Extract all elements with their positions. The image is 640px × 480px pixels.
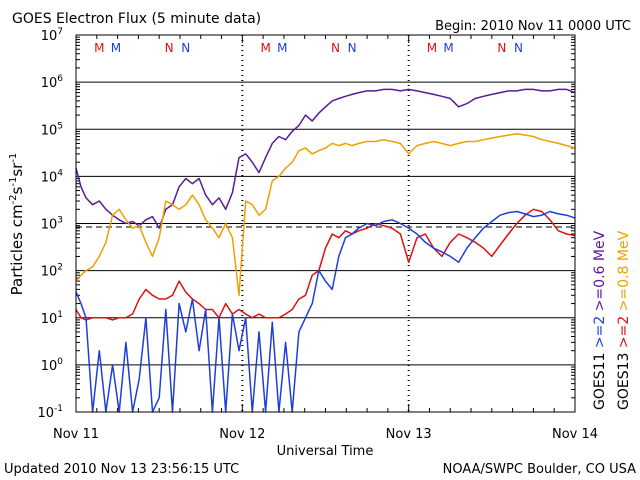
x-tick-label: Nov 12 <box>219 427 265 442</box>
legend-entry: GOES11 <box>592 353 608 410</box>
ylabel-mid1: s <box>8 186 26 194</box>
marker-label: N <box>514 41 523 55</box>
y-tick-label: 10-1 <box>37 404 63 421</box>
series-layer <box>75 88 576 413</box>
updated-timestamp: Updated 2010 Nov 13 23:56:15 UTC <box>4 462 239 477</box>
plot-frame <box>75 34 576 413</box>
series-line <box>75 208 576 321</box>
y-tick-label: 104 <box>41 168 64 185</box>
series-line <box>75 133 576 297</box>
y-tick-label: 101 <box>41 310 63 327</box>
y-tick-labels: 107 106 105 104 103 102 101 100 10-1 <box>37 27 63 421</box>
series-line <box>75 88 576 229</box>
x-tick-labels: Nov 11 Nov 12 Nov 13 Nov 14 <box>53 427 598 442</box>
x-tick-label: Nov 13 <box>386 427 432 442</box>
marker-label: N <box>181 41 190 55</box>
grid-lines <box>76 36 575 399</box>
marker-label: M <box>427 41 437 55</box>
marker-label: M <box>260 41 270 55</box>
marker-label: N <box>348 41 357 55</box>
begin-date: Begin: 2010 Nov 11 0000 UTC <box>435 19 631 34</box>
y-axis-label: Particles cm-2s-1sr-1 <box>8 153 26 296</box>
legend-right: GOES11 >=2 >=0.6 MeV GOES13 >=2 >=0.8 MeV <box>592 230 632 410</box>
y-tick-label: 106 <box>41 74 64 91</box>
y-tick-label: 102 <box>41 263 63 280</box>
marker-label: M <box>94 41 104 55</box>
legend-entry: GOES13 <box>616 353 632 410</box>
marker-label: N <box>497 41 506 55</box>
legend-entry: >=2 <box>616 316 632 353</box>
ylabel-mid2: sr <box>8 162 26 177</box>
svg-text:Particles cm-2s-1sr-1: Particles cm-2s-1sr-1 <box>8 153 26 296</box>
legend-text: GOES11 >=2 >=0.6 MeV <box>592 230 608 410</box>
chart-title: GOES Electron Flux (5 minute data) <box>12 11 261 27</box>
credit: NOAA/SWPC Boulder, CO USA <box>443 462 636 477</box>
ylabel-exp3: -1 <box>8 153 19 163</box>
legend-entry: >=0.8 MeV <box>616 230 632 315</box>
legend-text: GOES13 >=2 >=0.8 MeV <box>616 230 632 410</box>
legend-entry: >=2 <box>592 316 608 353</box>
x-tick-label: Nov 11 <box>53 427 99 442</box>
marker-label: M <box>277 41 287 55</box>
day-separators <box>75 35 576 412</box>
marker-label: N <box>331 41 340 55</box>
ylabel-base: Particles cm <box>8 204 26 295</box>
legend-column: GOES13 >=2 >=0.8 MeV <box>616 230 632 410</box>
y-tick-label: 100 <box>41 357 64 374</box>
ylabel-exp1: -2 <box>8 194 19 204</box>
x-axis-label: Universal Time <box>277 444 374 459</box>
marker-label: M <box>443 41 453 55</box>
y-tick-label: 105 <box>41 121 63 138</box>
x-tick-label: Nov 14 <box>552 427 598 442</box>
ylabel-exp2: -1 <box>8 177 19 187</box>
y-tick-label: 107 <box>41 27 63 44</box>
marker-label: M <box>111 41 121 55</box>
legend-entry: >=0.6 MeV <box>592 230 608 315</box>
legend-column: GOES11 >=2 >=0.6 MeV <box>592 230 608 410</box>
y-tick-label: 103 <box>41 216 63 233</box>
marker-label: N <box>165 41 174 55</box>
series-line <box>75 210 576 413</box>
